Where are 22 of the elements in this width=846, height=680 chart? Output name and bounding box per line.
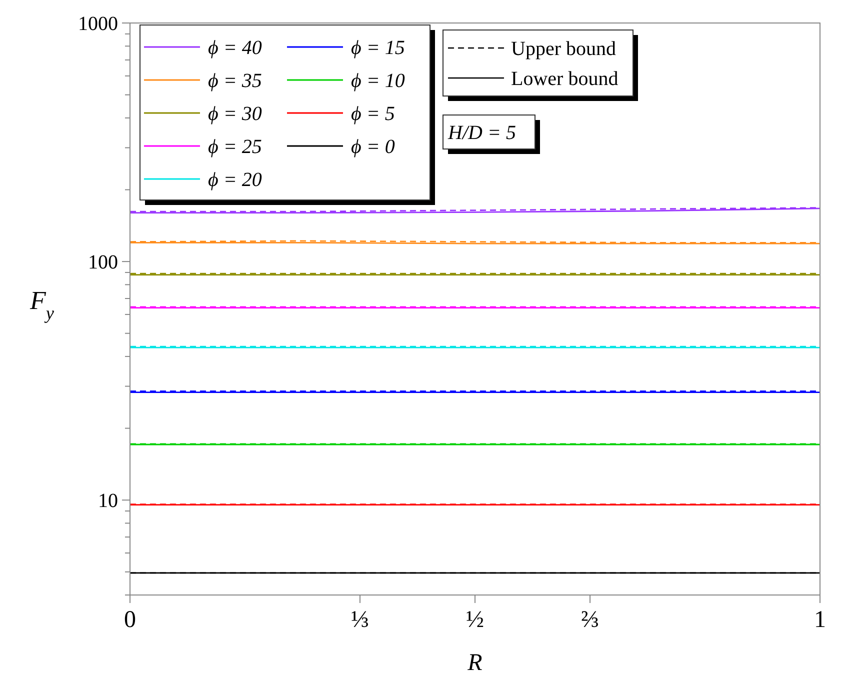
- legend-label: ϕ = 20: [208, 169, 262, 191]
- legend-label: ϕ = 10: [351, 70, 405, 92]
- annotation: Lower bound: [511, 68, 618, 90]
- x-axis-title: R: [466, 650, 483, 676]
- legend-label: ϕ = 15: [351, 37, 405, 59]
- x-tick-label: ⅔: [581, 607, 600, 633]
- y-tick-label: 1000: [78, 13, 118, 35]
- legend-label: ϕ = 40: [208, 37, 262, 59]
- legend-label: ϕ = 0: [351, 136, 395, 158]
- x-tick-label: ½: [466, 607, 484, 633]
- x-tick-label: 0: [124, 607, 136, 633]
- y-tick-label: 100: [88, 252, 118, 274]
- y-tick-label: 10: [98, 490, 118, 512]
- y-axis-title: F$_{y}$: [29, 286, 55, 323]
- legend-label: ϕ = 35: [208, 70, 262, 92]
- annotation: Upper bound: [511, 38, 616, 60]
- legend-label: ϕ = 30: [208, 103, 262, 125]
- x-tick-label: ⅓: [350, 607, 369, 633]
- x-tick-label: 1: [814, 607, 826, 633]
- annotation: H/D = 5: [447, 122, 516, 144]
- legend-label: ϕ = 25: [208, 136, 262, 158]
- legend-label: ϕ = 5: [351, 103, 395, 125]
